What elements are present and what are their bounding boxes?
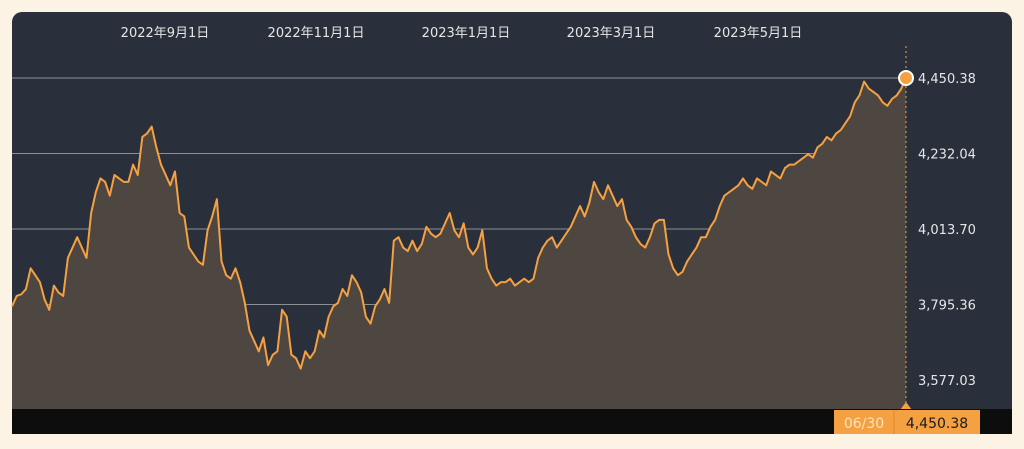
x-axis-labels: 2022年9月1日 2022年11月1日 2023年1月1日 2023年3月1日 202… — [121, 26, 803, 41]
tooltip-value-box — [894, 410, 980, 434]
y-axis-labels: 4,450.38 4,232.04 4,013.70 3,795.36 3,577.03 — [918, 72, 976, 389]
y-tick-label: 3,795.36 — [918, 299, 976, 314]
x-tick-label: 2023年3月1日 — [567, 26, 656, 41]
y-tick-label: 4,450.38 — [918, 72, 976, 87]
series-line — [11, 77, 907, 370]
series-area — [12, 78, 906, 409]
tooltip-layer: 06/30 4,450.38 — [12, 409, 1012, 434]
y-tick-label: 4,013.70 — [918, 223, 976, 238]
last-point-marker[interactable] — [898, 70, 914, 86]
tooltip-value: 4,450.38 — [906, 416, 968, 432]
x-tick-label: 2023年1月1日 — [422, 26, 511, 41]
area-layer — [12, 78, 906, 409]
marker-layer — [898, 46, 914, 410]
line-layer — [11, 77, 907, 370]
x-tick-label: 2022年9月1日 — [121, 26, 210, 41]
crosshair-pointer — [900, 402, 912, 410]
x-tick-label: 2022年11月1日 — [268, 26, 365, 41]
x-tick-label: 2023年5月1日 — [714, 26, 803, 41]
tooltip-date: 06/30 — [844, 416, 884, 432]
y-tick-label: 4,232.04 — [918, 148, 976, 163]
tooltip-date-box — [834, 410, 894, 434]
y-tick-label: 3,577.03 — [918, 374, 976, 389]
